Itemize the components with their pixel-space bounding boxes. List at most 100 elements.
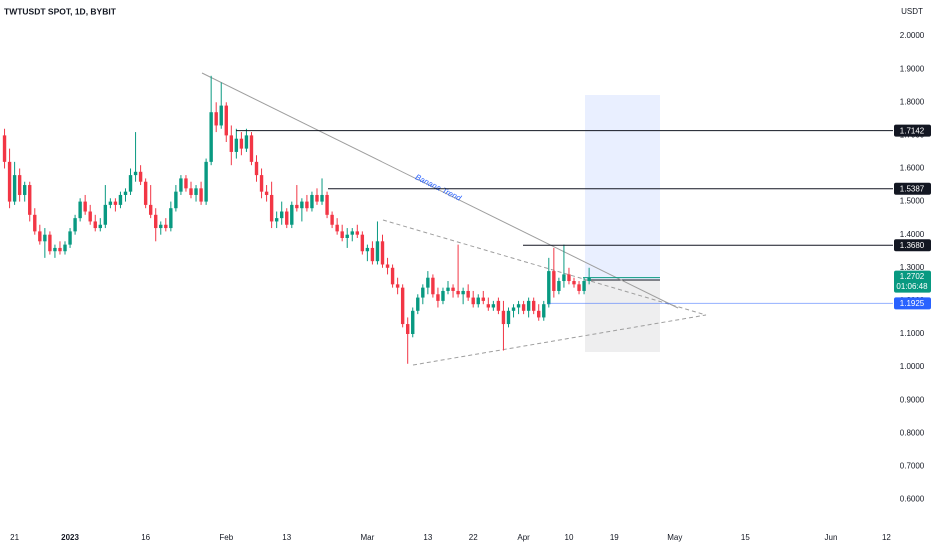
candle-body: [199, 188, 203, 202]
candle-body: [48, 234, 52, 252]
y-tick-label: 1.0000: [900, 362, 925, 371]
candle-body: [285, 211, 289, 225]
candle-body: [365, 247, 370, 252]
y-tick-label: 0.9000: [900, 395, 925, 404]
x-tick-label: Feb: [219, 533, 233, 542]
candle-body: [335, 224, 339, 232]
candle-body: [103, 204, 108, 225]
x-tick-label: 22: [469, 533, 478, 542]
candle-body: [491, 304, 496, 308]
candle-body: [239, 138, 244, 149]
candle-body: [501, 310, 506, 325]
candle-body: [269, 194, 274, 222]
candle-body: [204, 161, 208, 202]
candle-body: [33, 214, 37, 232]
candle-body: [189, 188, 193, 195]
candle-body: [325, 194, 329, 215]
candle-body: [436, 294, 440, 301]
last-price-label: 1.2702: [900, 272, 925, 281]
candle-body: [169, 208, 173, 229]
level-tag: [894, 124, 931, 137]
x-tick-label: 10: [565, 533, 574, 542]
candle-body: [385, 264, 390, 268]
candle-body: [506, 310, 511, 325]
candle-body: [542, 304, 546, 318]
candle-body: [577, 284, 581, 291]
level-tag-label: 1.5387: [900, 184, 925, 193]
candle-body: [511, 307, 516, 311]
currency-label: USDT: [901, 7, 923, 16]
candle-body: [481, 297, 485, 301]
candle-body: [249, 135, 254, 162]
candle-body: [380, 241, 385, 265]
candle-body: [128, 175, 133, 192]
level-tag: [894, 239, 931, 252]
target-zone: [585, 95, 660, 280]
candle-body: [300, 201, 304, 209]
candle-body: [315, 194, 319, 202]
symbol-title: TWTUSDT SPOT, 1D, BYBIT: [4, 6, 117, 16]
candle-body: [587, 277, 591, 282]
candle-body: [179, 178, 183, 192]
candle-body: [330, 214, 334, 225]
level-tag-label: 1.3680: [900, 241, 925, 250]
y-tick-label: 0.8000: [900, 428, 925, 437]
candle-body: [516, 304, 521, 308]
candle-body: [58, 247, 62, 252]
candle-body: [88, 211, 92, 222]
last-price-tag: [894, 270, 931, 293]
candle-body: [53, 247, 57, 252]
candle-body: [572, 281, 576, 285]
trend-label: Banana Trend: [414, 173, 463, 204]
candle-body: [184, 178, 188, 189]
candle-body: [426, 277, 430, 288]
x-tick-label: 19: [610, 533, 619, 542]
y-tick-label: 1.6000: [900, 164, 925, 173]
candle-body: [78, 201, 82, 219]
y-tick-label: 2.0000: [900, 31, 925, 40]
trend-line: [201, 72, 679, 309]
price-line-label: 1.1925: [900, 299, 925, 308]
candle-body: [310, 194, 314, 209]
candle-body: [209, 112, 213, 162]
countdown: 01:06:48: [896, 282, 928, 291]
candle-body: [446, 287, 450, 291]
candle-body: [28, 185, 32, 215]
x-tick-label: 12: [882, 533, 891, 542]
candle-body: [476, 297, 480, 305]
candle-body: [108, 201, 113, 205]
candle-body: [98, 224, 102, 229]
candle-body: [557, 281, 561, 291]
candle-body: [138, 171, 143, 182]
candle-body: [154, 214, 158, 229]
y-tick-label: 0.6000: [900, 495, 925, 504]
triangle-upper: [382, 219, 707, 316]
candle-body: [159, 224, 163, 229]
candle-body: [421, 287, 425, 298]
candle-body: [68, 231, 72, 245]
candle-body: [43, 234, 47, 242]
candle-body: [461, 290, 465, 295]
level-tag: [894, 182, 931, 195]
candle-body: [164, 224, 168, 229]
candle-body: [360, 234, 365, 252]
candle-body: [22, 185, 27, 195]
candle-body: [234, 138, 239, 152]
x-tick-label: Apr: [517, 533, 530, 542]
candle-body: [7, 161, 12, 202]
candle-body: [143, 181, 148, 205]
candle-body: [521, 304, 526, 311]
candle-body: [244, 135, 249, 149]
x-tick-label: 15: [741, 533, 750, 542]
candle-body: [531, 300, 536, 311]
candle-body: [562, 274, 566, 282]
candle-body: [38, 231, 42, 242]
candle-body: [431, 277, 435, 295]
candle-body: [350, 231, 354, 235]
candle-body: [83, 201, 87, 212]
x-tick-label: 13: [282, 533, 291, 542]
candle-body: [254, 161, 259, 176]
x-tick-label: Jun: [825, 533, 838, 542]
candle-body: [12, 175, 17, 202]
